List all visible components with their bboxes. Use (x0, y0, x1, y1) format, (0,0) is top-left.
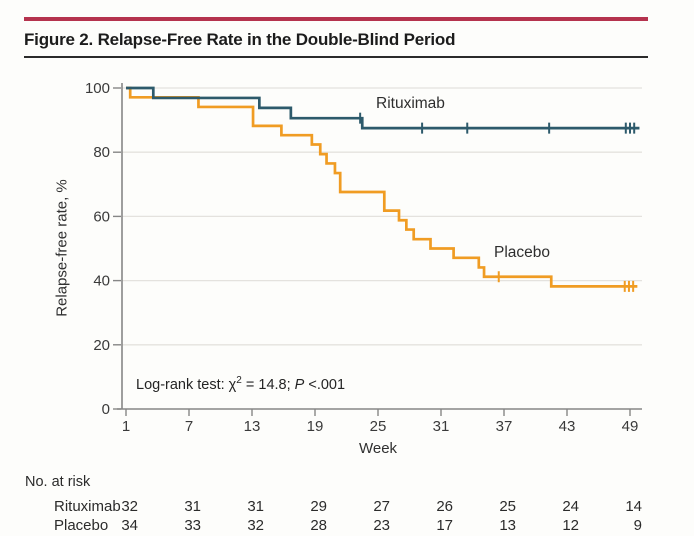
y-axis-title: Relapse-free rate, % (53, 179, 71, 317)
at-risk-value: 33 (184, 517, 201, 534)
at-risk-value: 17 (436, 517, 453, 534)
at-risk-value: 31 (247, 498, 264, 515)
placebo-km-curve (126, 86, 638, 288)
y-tick-label: 100 (85, 80, 110, 97)
at-risk-row-label: Placebo (54, 517, 109, 534)
rituximab-curve-label: Rituximab (376, 95, 445, 112)
x-tick-label: 37 (496, 418, 513, 435)
annotation-superscript: 2 (236, 375, 242, 387)
x-tick-label: 49 (622, 418, 639, 435)
y-tick-label: 80 (93, 144, 110, 161)
at-risk-value: 26 (436, 498, 453, 515)
x-axis-title: Week (358, 440, 398, 457)
y-tick-label: 0 (102, 401, 110, 418)
at-risk-value: 13 (499, 517, 516, 534)
at-risk-value: 12 (562, 517, 579, 534)
x-tick-label: 7 (185, 418, 193, 435)
accent-rule (24, 17, 648, 21)
x-tick-label: 13 (244, 418, 261, 435)
title-divider-rule (24, 56, 648, 58)
at-risk-value: 24 (562, 498, 579, 515)
at-risk-value: 32 (247, 517, 264, 534)
annotation-mid: = 14.8; (241, 377, 295, 393)
log-rank-annotation: Log-rank test: χ2 = 14.8; P <.001 (136, 375, 346, 393)
x-tick-label: 1 (122, 418, 130, 435)
y-tick-label: 60 (93, 208, 110, 225)
at-risk-value: 29 (310, 498, 327, 515)
annotation-p-symbol: P (294, 377, 305, 393)
y-tick-label: 20 (93, 337, 110, 354)
at-risk-heading: No. at risk (25, 474, 91, 490)
at-risk-value: 25 (499, 498, 516, 515)
at-risk-row-label: Rituximab (54, 498, 121, 515)
at-risk-value: 23 (373, 517, 390, 534)
figure-title: Figure 2. Relapse-Free Rate in the Doubl… (24, 30, 456, 49)
x-tick-label: 19 (307, 418, 324, 435)
at-risk-value: 28 (310, 517, 327, 534)
at-risk-value: 9 (633, 517, 642, 534)
rituximab-km-curve (126, 86, 640, 130)
y-tick-label: 40 (93, 273, 110, 290)
at-risk-value: 31 (184, 498, 201, 515)
at-risk-value: 32 (121, 498, 138, 515)
at-risk-value: 27 (373, 498, 390, 515)
annotation-prefix: Log-rank test: χ (136, 377, 237, 393)
x-tick-label: 43 (559, 418, 576, 435)
placebo-curve-label: Placebo (494, 244, 551, 261)
at-risk-value: 14 (625, 498, 642, 515)
x-tick-label: 31 (433, 418, 450, 435)
x-tick-label: 25 (370, 418, 387, 435)
annotation-p-value: <.001 (304, 377, 346, 393)
at-risk-value: 34 (121, 517, 138, 534)
